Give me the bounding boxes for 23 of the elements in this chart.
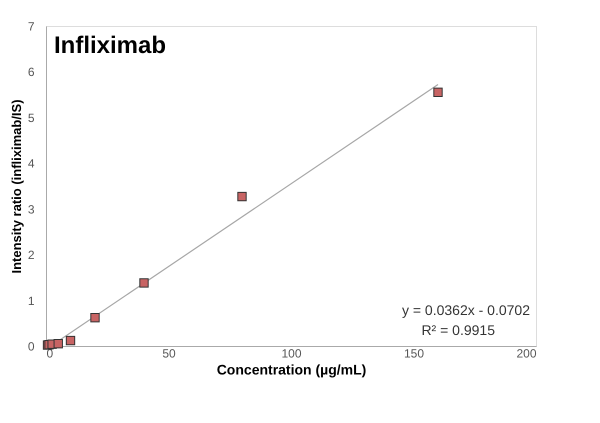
x-axis-title: Concentration (µg/mL) <box>216 362 366 378</box>
y-tick-label: 6 <box>28 65 35 80</box>
x-tick-label: 100 <box>281 346 302 360</box>
point <box>139 278 149 288</box>
point <box>90 312 100 322</box>
annotation: y = 0.0362x - 0.0702 <box>402 302 530 318</box>
point <box>66 336 76 346</box>
chart-title: Infliximab <box>54 32 166 59</box>
x-tick-label: 150 <box>404 346 424 360</box>
y-tick-label: 5 <box>28 110 35 125</box>
point <box>433 88 443 97</box>
point <box>54 339 63 348</box>
y-tick-label: 4 <box>28 156 35 171</box>
point <box>237 192 247 202</box>
x-tick-label: 200 <box>516 346 537 360</box>
y-tick-label: 2 <box>28 248 35 262</box>
y-tick-label: 1 <box>28 294 35 308</box>
x-tick-label: 50 <box>162 346 176 360</box>
annotation: R² = 0.9915 <box>421 322 496 338</box>
y-tick-label: 7 <box>28 20 35 34</box>
y-tick-label: 3 <box>28 202 35 216</box>
x-tick-label: 0 <box>46 346 54 360</box>
y-axis-title: Intensity ratio (infliximab/IS) <box>8 99 24 274</box>
